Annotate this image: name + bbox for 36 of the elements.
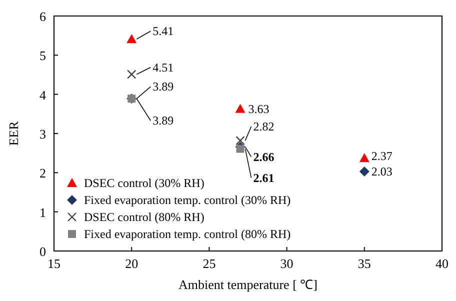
y-tick-label: 4: [40, 87, 46, 102]
legend-label: Fixed evaporation temp. control (80% RH): [84, 227, 291, 241]
legend-label: DSEC control (80% RH): [84, 210, 204, 224]
x-tick-label: 25: [202, 256, 216, 271]
y-axis-title: EER: [6, 120, 21, 146]
legend-label: Fixed evaporation temp. control (30% RH): [84, 193, 291, 207]
data-label: 3.63: [248, 102, 270, 116]
data-label: 5.41: [152, 24, 174, 38]
x-tick-label: 15: [48, 256, 60, 271]
x-tick-label: 40: [436, 256, 448, 271]
x-tick-label: 20: [125, 256, 138, 271]
y-tick-label: 3: [40, 126, 46, 142]
y-tick-label: 2: [40, 166, 46, 181]
data-label: 3.89: [152, 80, 174, 94]
x-tick-label: 35: [358, 256, 371, 271]
point: [359, 166, 370, 176]
y-tick-label: 5: [40, 48, 46, 64]
point: [359, 153, 370, 162]
point: [236, 136, 245, 146]
point: [126, 34, 137, 44]
data-label: 2.66: [253, 150, 274, 164]
y-tick-label: 6: [40, 9, 46, 24]
data-label: 2.37: [371, 149, 392, 164]
point: [127, 70, 136, 79]
point: [236, 144, 244, 153]
data-label: 2.82: [253, 120, 274, 134]
data-label: 2.61: [253, 170, 274, 185]
x-tick-label: 30: [280, 256, 294, 271]
data-label: 4.51: [152, 60, 174, 74]
y-tick-label: 1: [40, 204, 46, 220]
data-label: 2.03: [371, 164, 392, 178]
point: [235, 104, 246, 113]
legend-label: DSEC control (30% RH): [84, 176, 204, 190]
y-tick-label: 0: [40, 244, 46, 259]
x-axis-title: Ambient temperature [ ℃]: [178, 277, 318, 292]
data-label: 3.89: [152, 114, 174, 128]
